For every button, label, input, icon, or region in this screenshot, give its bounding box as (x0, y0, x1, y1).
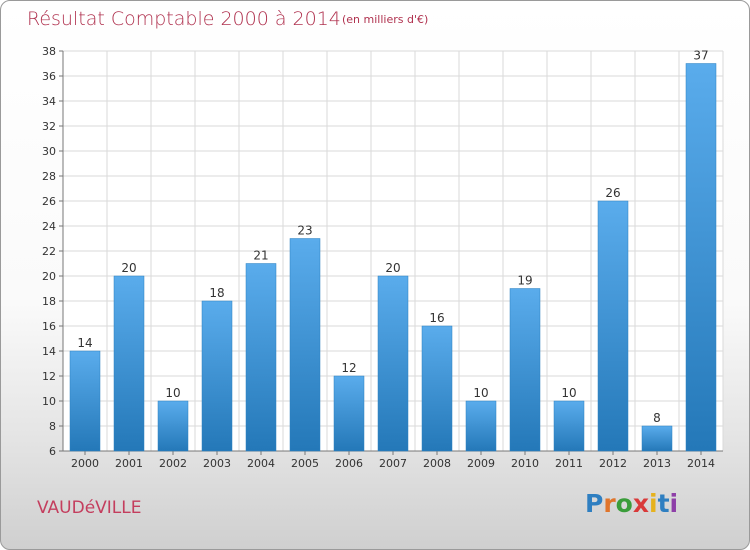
data-labels: 14 20 10 18 21 23 12 20 16 10 19 10 26 8 37 (77, 49, 708, 426)
y-tick-label: 38 (42, 45, 56, 58)
x-tick-label: 2000 (71, 457, 99, 470)
data-label: 10 (165, 386, 180, 400)
data-label: 12 (341, 361, 356, 375)
logo-letter: P (585, 489, 604, 518)
bars (69, 63, 717, 452)
bar (201, 300, 233, 452)
y-tick-label: 28 (42, 170, 56, 183)
bar (509, 288, 541, 452)
bar (113, 275, 145, 452)
chart-title: Résultat Comptable 2000 à 2014 (27, 8, 341, 30)
y-tick-label: 12 (42, 370, 56, 383)
y-tick-label: 34 (42, 95, 56, 108)
x-tick-label: 2009 (467, 457, 495, 470)
x-tick-label: 2012 (599, 457, 627, 470)
bar (465, 400, 497, 452)
bar (685, 63, 717, 452)
bar (421, 325, 453, 452)
chart-subtitle: (en milliers d'€) (342, 13, 429, 26)
data-label: 18 (209, 286, 224, 300)
data-label: 8 (653, 411, 661, 425)
logo-letter: i (669, 489, 679, 518)
x-tick-label: 2002 (159, 457, 187, 470)
y-tick-label: 16 (42, 320, 56, 333)
data-label: 20 (121, 261, 136, 275)
x-tick-label: 2006 (335, 457, 363, 470)
y-tick-label: 32 (42, 120, 56, 133)
data-label: 20 (385, 261, 400, 275)
data-label: 10 (561, 386, 576, 400)
data-label: 37 (693, 49, 708, 63)
y-tick-label: 20 (42, 270, 56, 283)
bar (157, 400, 189, 452)
data-label: 14 (77, 336, 92, 350)
x-tick-label: 2003 (203, 457, 231, 470)
y-tick-label: 30 (42, 145, 56, 158)
y-tick-label: 10 (42, 395, 56, 408)
y-tick-label: 18 (42, 295, 56, 308)
data-label: 16 (429, 311, 444, 325)
data-label: 10 (473, 386, 488, 400)
bar (553, 400, 585, 452)
x-tick-label: 2007 (379, 457, 407, 470)
x-tick-label: 2014 (687, 457, 715, 470)
logo-letter: x (632, 489, 649, 518)
x-tick-label: 2008 (423, 457, 451, 470)
y-tick-label: 8 (49, 420, 56, 433)
x-tick-label: 2001 (115, 457, 143, 470)
bar (333, 375, 365, 452)
x-tick-label: 2004 (247, 457, 275, 470)
bar (597, 200, 629, 452)
y-tick-label: 26 (42, 195, 56, 208)
logo-letter: t (657, 489, 670, 518)
bar (641, 425, 673, 452)
logo-letter: i (649, 489, 658, 518)
x-tick-label: 2013 (643, 457, 671, 470)
bar (289, 238, 321, 452)
bar (377, 275, 409, 452)
bar (245, 263, 277, 452)
y-tick-label: 24 (42, 220, 56, 233)
proxiti-logo[interactable]: Proxiti (585, 489, 678, 518)
logo-letter: o (615, 489, 633, 518)
y-tick-label: 14 (42, 345, 56, 358)
x-tick-label: 2005 (291, 457, 319, 470)
x-tick-label: 2011 (555, 457, 583, 470)
y-tick-label: 6 (49, 445, 56, 458)
y-tick-label: 36 (42, 70, 56, 83)
data-label: 19 (517, 274, 532, 288)
data-label: 23 (297, 224, 312, 238)
x-tick-label: 2010 (511, 457, 539, 470)
y-tick-label: 22 (42, 245, 56, 258)
data-label: 21 (253, 249, 268, 263)
data-label: 26 (605, 186, 620, 200)
commune-name: VAUDéVILLE (37, 498, 142, 518)
logo-letter: r (603, 489, 616, 518)
bar (69, 350, 101, 452)
